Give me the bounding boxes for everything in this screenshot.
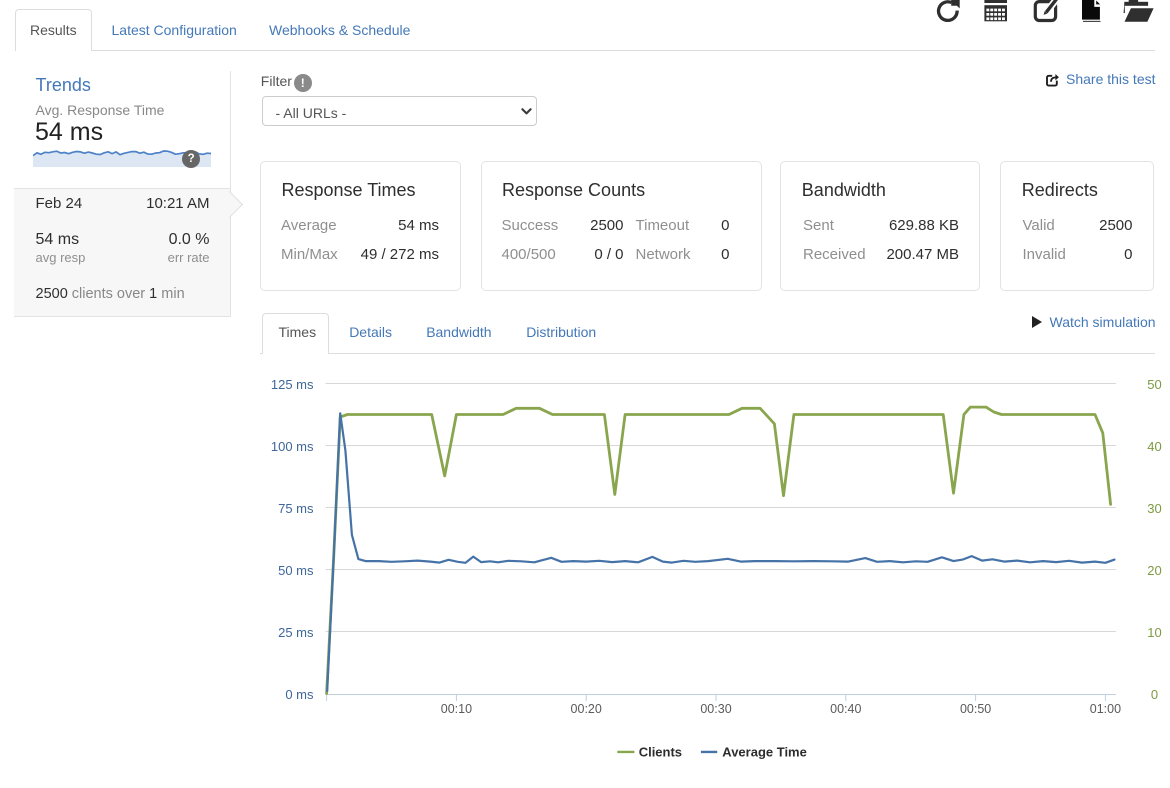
svg-text:50: 50 bbox=[1147, 377, 1161, 392]
svg-text:30: 30 bbox=[1147, 501, 1161, 516]
svg-text:00:20: 00:20 bbox=[571, 702, 602, 716]
svg-text:00:40: 00:40 bbox=[830, 702, 861, 716]
svg-text:00:50: 00:50 bbox=[960, 702, 991, 716]
svg-text:00:30: 00:30 bbox=[700, 702, 731, 716]
svg-text:Clients: Clients bbox=[639, 744, 682, 759]
svg-text:0 ms: 0 ms bbox=[285, 687, 314, 702]
svg-text:40: 40 bbox=[1147, 439, 1161, 454]
svg-text:75 ms: 75 ms bbox=[278, 501, 314, 516]
svg-text:20: 20 bbox=[1147, 563, 1161, 578]
svg-text:125 ms: 125 ms bbox=[271, 377, 314, 392]
svg-text:100 ms: 100 ms bbox=[271, 439, 314, 454]
svg-text:25 ms: 25 ms bbox=[278, 625, 314, 640]
svg-text:00:10: 00:10 bbox=[441, 702, 472, 716]
svg-text:10: 10 bbox=[1147, 625, 1161, 640]
svg-text:50 ms: 50 ms bbox=[278, 563, 314, 578]
svg-text:0: 0 bbox=[1151, 687, 1158, 702]
svg-text:01:00: 01:00 bbox=[1090, 702, 1121, 716]
svg-text:Average Time: Average Time bbox=[722, 744, 807, 759]
